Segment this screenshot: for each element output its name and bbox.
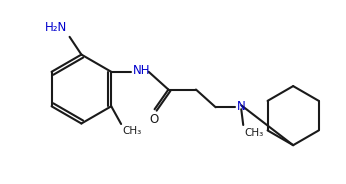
Text: NH: NH — [133, 64, 151, 77]
Text: H₂N: H₂N — [45, 21, 67, 34]
Text: CH₃: CH₃ — [122, 126, 142, 136]
Text: CH₃: CH₃ — [244, 128, 263, 138]
Text: N: N — [237, 100, 246, 113]
Text: O: O — [149, 113, 158, 126]
